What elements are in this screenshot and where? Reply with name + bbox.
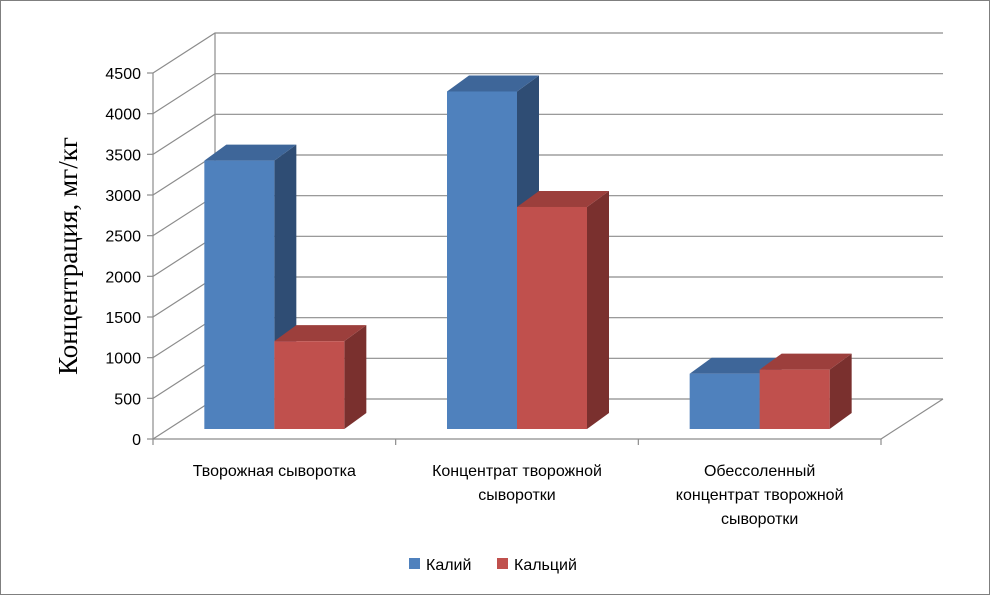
legend-swatch xyxy=(409,558,420,569)
bar-kaliy-0 xyxy=(204,144,297,429)
bar-front xyxy=(204,160,275,429)
y-tick-label: 4500 xyxy=(105,66,141,83)
category-label: Творожная сыворотка xyxy=(193,463,356,480)
bar-kalciy-2 xyxy=(759,353,852,429)
bar-top xyxy=(204,144,297,161)
bar-kalciy-1 xyxy=(517,190,609,429)
y-tick-label: 0 xyxy=(132,432,141,449)
legend-swatch xyxy=(497,558,508,569)
bar-side xyxy=(344,325,367,429)
category-label: сыворотки xyxy=(478,487,555,504)
bar-side xyxy=(587,190,609,429)
legend-label: Калий xyxy=(426,557,471,574)
bar-top xyxy=(447,75,539,92)
y-tick-label: 1500 xyxy=(105,310,141,327)
bars xyxy=(204,75,852,429)
bar-front xyxy=(274,341,345,429)
bar-top xyxy=(759,353,852,370)
y-tick-label: 4000 xyxy=(105,107,141,124)
y-tick-label: 2500 xyxy=(105,229,141,246)
bar-front xyxy=(517,206,587,429)
category-labels: Творожная сыворотка Концентрат творожной с… xyxy=(193,463,844,528)
bar-top xyxy=(689,357,782,374)
legend-label: Кальций xyxy=(514,557,577,574)
category-label: концентрат творожной xyxy=(676,487,844,504)
category-label: Концентрат творожной xyxy=(432,463,602,480)
bar-front xyxy=(689,373,760,429)
category-label: Обессоленный xyxy=(704,463,815,480)
bar-kalciy-0 xyxy=(274,325,367,429)
bar-top xyxy=(517,190,609,207)
bar-side xyxy=(829,353,852,429)
bar-front xyxy=(447,91,517,429)
y-tick-labels: 0 500 1000 1500 2000 2500 3000 3500 4000 4500 xyxy=(105,66,141,449)
y-tick-label: 2000 xyxy=(105,269,141,286)
bar-front xyxy=(759,369,830,429)
gridline xyxy=(152,73,943,115)
y-tick-label: 3500 xyxy=(105,147,141,164)
bar-top xyxy=(274,325,367,342)
y-tick-label: 500 xyxy=(114,391,141,408)
y-tick-label: 1000 xyxy=(105,351,141,368)
legend: Калий Кальций xyxy=(409,557,577,574)
legend-item-kaliy: Калий xyxy=(409,557,471,574)
legend-item-kalciy: Кальций xyxy=(497,557,577,574)
category-label: сыворотки xyxy=(721,511,798,528)
y-axis-label: Концентрация, мг/кг xyxy=(53,137,83,375)
y-tick-label: 3000 xyxy=(105,188,141,205)
gridline xyxy=(152,32,943,74)
